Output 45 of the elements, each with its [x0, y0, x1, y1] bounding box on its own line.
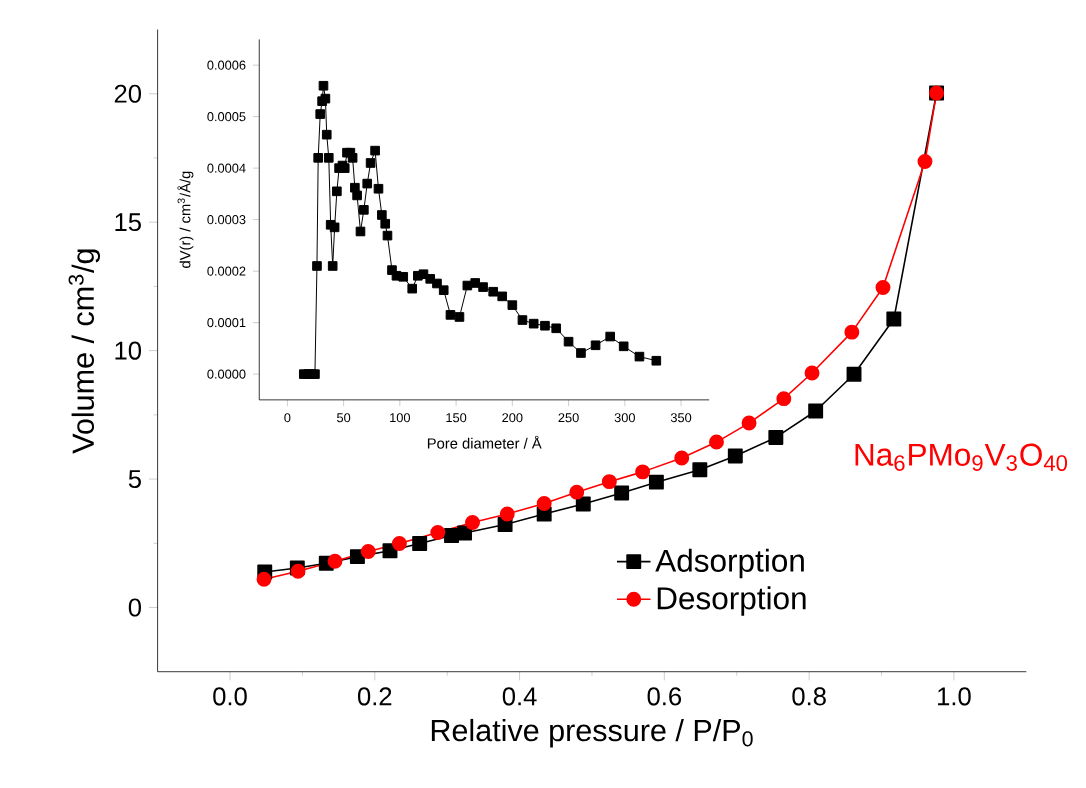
x-tick-label: 1.0 [938, 687, 971, 706]
y-tick-label: 0 [128, 598, 141, 617]
point [360, 544, 376, 559]
point [741, 415, 757, 431]
point [727, 448, 743, 464]
y-tick-label: 10 [115, 341, 141, 360]
point [569, 484, 585, 500]
x-tick-label: 0.6 [647, 687, 682, 706]
point [768, 430, 784, 445]
point [692, 462, 708, 478]
point [674, 450, 690, 466]
point [465, 515, 480, 530]
point [917, 154, 933, 170]
point [601, 474, 617, 490]
point [327, 553, 343, 569]
x-axis-title: Relative pressure / P/P$_{0}$ [431, 718, 753, 748]
x-tick-label: 0.4 [502, 687, 537, 706]
y-tick-label: 5 [128, 470, 141, 489]
point [536, 496, 552, 511]
point [808, 403, 824, 419]
point [391, 536, 407, 552]
legend-label: Desorption [657, 586, 806, 616]
point [635, 464, 651, 480]
y-axis-title: Volume / cm$^{3}$/g [68, 249, 101, 454]
point [875, 280, 891, 295]
point [412, 536, 428, 552]
annotation: Na$_{6}$PMo$_{9}$V$_{3}$O$_{40}$ [855, 443, 1068, 471]
y-tick-label: 20 [114, 84, 141, 103]
point [804, 365, 820, 381]
x-tick-label: 0.2 [358, 687, 392, 706]
point [614, 485, 630, 501]
point [499, 506, 515, 522]
point [844, 324, 860, 340]
point [776, 391, 792, 407]
y-tick-label: 15 [115, 213, 141, 232]
point [575, 496, 591, 512]
point [430, 525, 446, 540]
legend-label: Adsorption [655, 548, 804, 579]
point [256, 571, 272, 587]
point [648, 474, 664, 490]
x-tick-label: 0.8 [792, 687, 826, 706]
point [886, 311, 902, 327]
x-tick-label: 0.0 [213, 687, 247, 706]
point [709, 434, 724, 450]
point [846, 366, 862, 382]
